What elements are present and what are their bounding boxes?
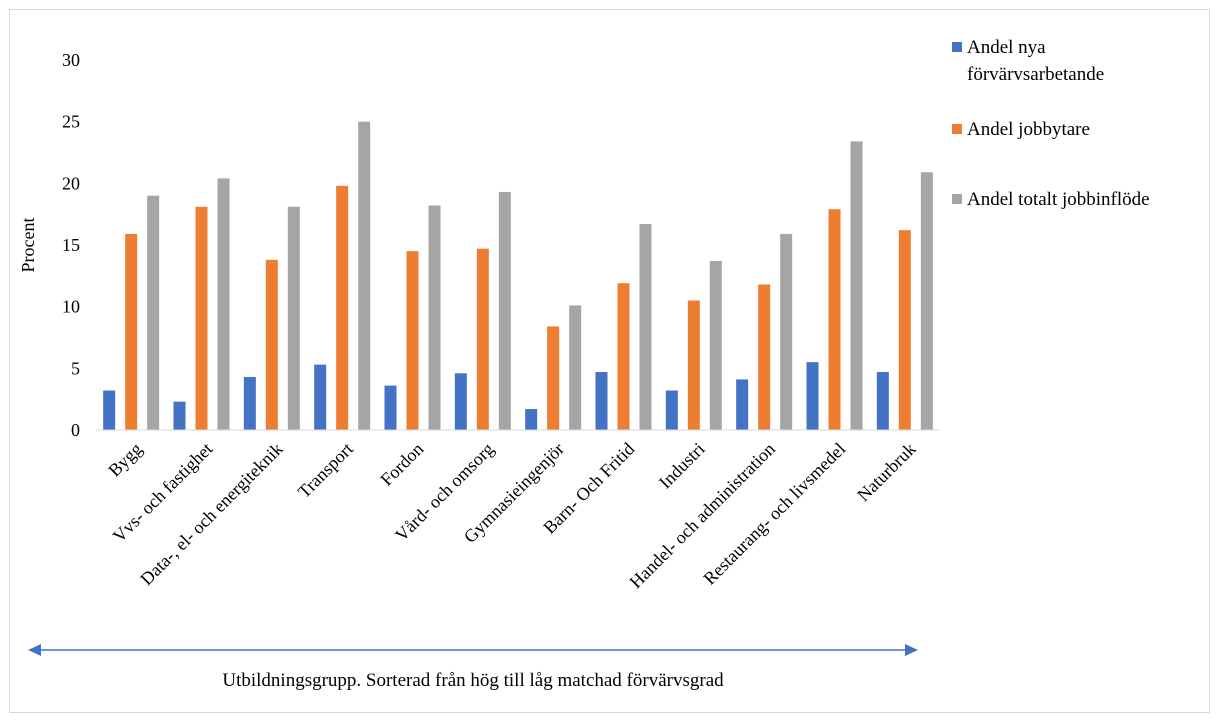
legend-swatch-1 [952,42,962,52]
legend-label-2: Andel jobbytare [967,119,1090,140]
bars [103,121,933,431]
bar-1-11 [806,362,819,430]
bar-2-6 [476,248,489,430]
bar-3-8 [639,224,652,430]
legend-swatch-3 [952,194,962,204]
bar-1-12 [876,372,889,430]
category-label: Industri [655,439,709,493]
y-axis-ticks: 0 5 10 15 20 25 30 [62,50,80,440]
bar-3-5 [428,205,441,430]
bar-2-2 [195,206,208,430]
bar-1-9 [665,390,678,430]
sort-direction-arrow [28,644,918,656]
y-tick-label: 20 [62,173,80,193]
bar-3-4 [358,121,371,431]
bar-1-4 [314,364,327,430]
bar-1-3 [243,376,256,430]
bar-2-4 [336,185,349,430]
bar-2-8 [617,283,630,430]
bar-1-6 [454,373,467,430]
legend-label-3: Andel totalt jobbinflöde [967,189,1150,210]
y-tick-label: 30 [62,50,80,70]
bar-3-2 [217,178,230,430]
bar-1-7 [525,409,538,430]
x-axis-title: Utbildningsgrupp. Sorterad från hög till… [222,670,724,691]
bar-3-11 [850,141,863,430]
y-tick-label: 15 [62,235,80,255]
bar-2-3 [265,259,278,430]
y-tick-label: 5 [71,358,80,378]
bar-1-2 [173,401,186,430]
y-tick-label: 0 [71,420,80,440]
bar-2-12 [898,230,911,430]
bar-3-7 [569,305,582,430]
bar-2-5 [406,251,419,430]
category-label: Data-, el- och energiteknik [136,439,286,589]
bar-3-1 [147,195,160,430]
bar-2-7 [547,326,560,430]
bar-2-9 [687,300,700,430]
legend: Andel nya förvärvsarbetande Andel jobbytar… [952,37,1150,210]
category-label: Restaurang- och livsmedel [699,439,849,589]
bar-1-1 [103,390,116,430]
category-label: Fordon [376,439,427,490]
y-tick-label: 10 [62,297,80,317]
bar-1-10 [736,379,749,430]
bar-3-6 [498,191,511,430]
category-label: Handel- och administration [626,439,779,592]
bar-3-9 [709,261,722,430]
bar-2-1 [125,233,138,430]
legend-label-1: Andel nya [967,37,1046,58]
category-label: Bygg [104,439,146,481]
bar-3-10 [780,233,793,430]
bar-2-10 [758,284,771,430]
legend-swatch-2 [952,124,962,134]
y-tick-label: 25 [62,112,80,132]
bar-1-5 [384,385,397,430]
chart-frame: 0 5 10 15 20 25 30 Bygg Vvs- och fastighet Data-… [9,9,1210,713]
legend-label-1: förvärvsarbetande [967,64,1104,85]
arrow-head-left [28,644,41,656]
category-label: Naturbruk [853,439,919,505]
y-axis-title: Procent [18,218,38,273]
bar-1-8 [595,372,608,430]
bar-2-11 [828,209,841,430]
arrow-head-right [905,644,918,656]
bar-3-12 [920,172,933,430]
category-label: Transport [294,439,357,502]
bar-3-3 [287,206,300,430]
